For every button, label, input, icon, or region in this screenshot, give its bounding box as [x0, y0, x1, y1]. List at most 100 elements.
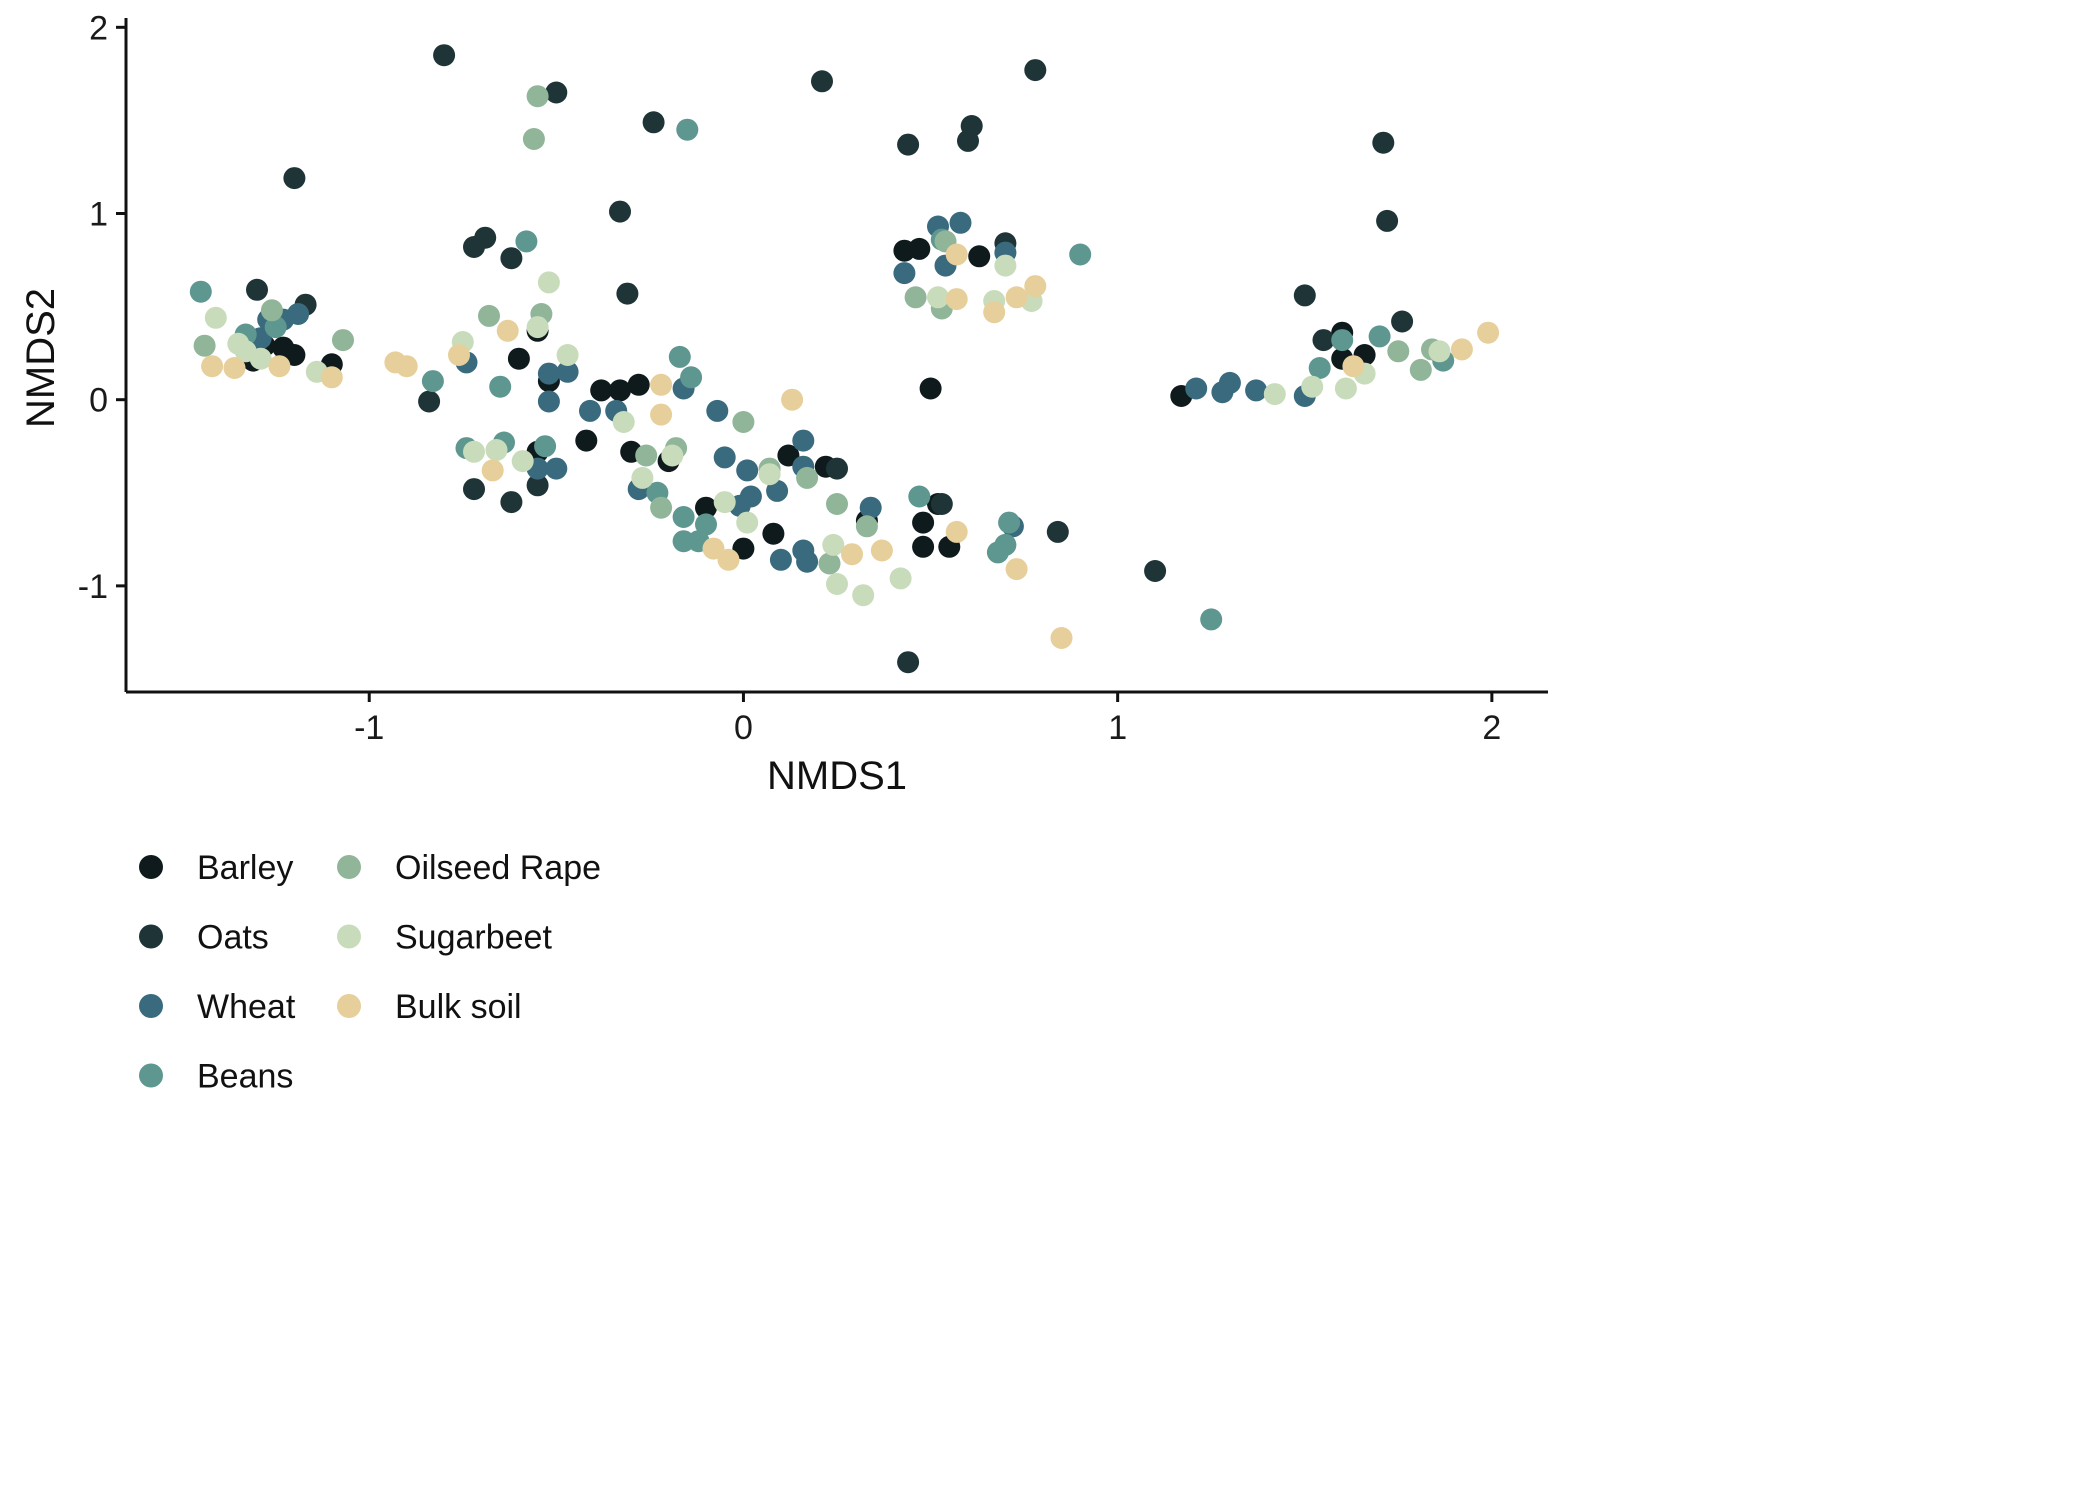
data-point — [818, 552, 841, 575]
y-tick-label: -1 — [78, 568, 108, 606]
x-tick-label: -1 — [354, 709, 384, 747]
data-point — [766, 479, 789, 502]
data-point — [1342, 355, 1365, 378]
data-point — [507, 347, 530, 370]
data-point — [246, 278, 268, 301]
data-point — [395, 355, 418, 378]
data-point — [556, 344, 579, 366]
data-point — [1069, 243, 1092, 266]
data-point — [590, 379, 613, 402]
data-point — [526, 85, 549, 108]
data-point — [418, 390, 441, 413]
data-point — [897, 133, 920, 156]
data-point — [500, 247, 523, 270]
data-point — [320, 366, 343, 389]
data-point — [1391, 310, 1414, 333]
data-point — [287, 303, 310, 325]
data-point — [949, 211, 972, 234]
data-point — [796, 466, 819, 489]
data-point — [930, 493, 953, 515]
data-point — [332, 329, 354, 352]
series-beans — [189, 118, 1455, 631]
data-point — [631, 466, 654, 489]
legend-label: Sugarbeet — [395, 919, 552, 957]
legend-marker — [139, 924, 163, 949]
data-point — [732, 411, 755, 433]
data-point — [496, 319, 519, 342]
data-point — [201, 355, 224, 378]
x-axis-title: NMDS1 — [767, 754, 907, 798]
data-point — [919, 377, 942, 400]
data-point — [870, 539, 893, 562]
data-point — [927, 286, 949, 309]
legend-marker — [337, 855, 361, 879]
data-point — [635, 444, 658, 467]
data-point — [1024, 59, 1047, 82]
data-point — [433, 44, 456, 67]
legend-label: Oilseed Rape — [395, 849, 601, 887]
data-point — [515, 230, 538, 253]
series-sugarbeet — [204, 254, 1451, 607]
data-point — [998, 511, 1021, 534]
data-point — [481, 459, 504, 482]
data-point — [792, 429, 815, 452]
data-point — [264, 316, 287, 339]
data-point — [642, 111, 665, 134]
data-point — [1050, 627, 1073, 649]
data-point — [1293, 284, 1316, 307]
data-point — [1263, 383, 1286, 406]
data-point — [889, 567, 912, 590]
data-point — [1477, 321, 1500, 344]
legend-marker — [337, 994, 361, 1018]
data-point — [650, 403, 673, 426]
data-point — [627, 373, 650, 396]
data-point — [811, 70, 833, 93]
data-point — [249, 347, 272, 370]
points-layer — [189, 44, 1500, 674]
series-barley — [242, 237, 1376, 560]
data-point — [736, 459, 759, 482]
data-point — [826, 573, 848, 595]
data-point — [908, 237, 931, 260]
data-point — [912, 535, 935, 558]
data-point — [448, 344, 470, 366]
legend-item-beans: Beans — [139, 1058, 293, 1096]
data-point — [268, 355, 291, 378]
data-point — [1005, 286, 1028, 309]
data-point — [478, 304, 500, 327]
data-point — [717, 548, 740, 571]
data-point — [579, 399, 601, 422]
data-point — [283, 344, 306, 366]
data-point — [260, 299, 283, 322]
data-point — [695, 496, 717, 519]
data-point — [994, 254, 1017, 277]
data-point — [537, 362, 560, 385]
x-tick-label: 0 — [734, 709, 753, 747]
data-point — [661, 444, 684, 467]
data-point — [609, 200, 631, 223]
y-tick-label: 0 — [89, 382, 108, 420]
legend-label: Barley — [197, 849, 293, 887]
data-point — [702, 537, 725, 560]
data-point — [534, 435, 557, 458]
data-point — [736, 511, 759, 534]
series-wheat — [249, 211, 1316, 573]
data-point — [1372, 131, 1395, 154]
data-point — [545, 457, 568, 480]
series-oats — [246, 44, 1414, 674]
data-point — [616, 282, 639, 305]
data-point — [945, 243, 968, 266]
data-point — [193, 334, 216, 357]
data-point — [859, 496, 882, 519]
data-point — [1312, 329, 1335, 352]
data-point — [612, 411, 635, 433]
data-point — [912, 511, 935, 534]
y-axis-ticks: -1 0 1 2 — [78, 9, 126, 606]
data-point — [668, 345, 691, 368]
data-point — [986, 541, 1009, 564]
data-point — [522, 128, 545, 150]
data-point — [1450, 338, 1473, 361]
data-point — [1334, 377, 1357, 400]
legend-label: Oats — [197, 919, 269, 957]
data-point — [650, 496, 673, 519]
